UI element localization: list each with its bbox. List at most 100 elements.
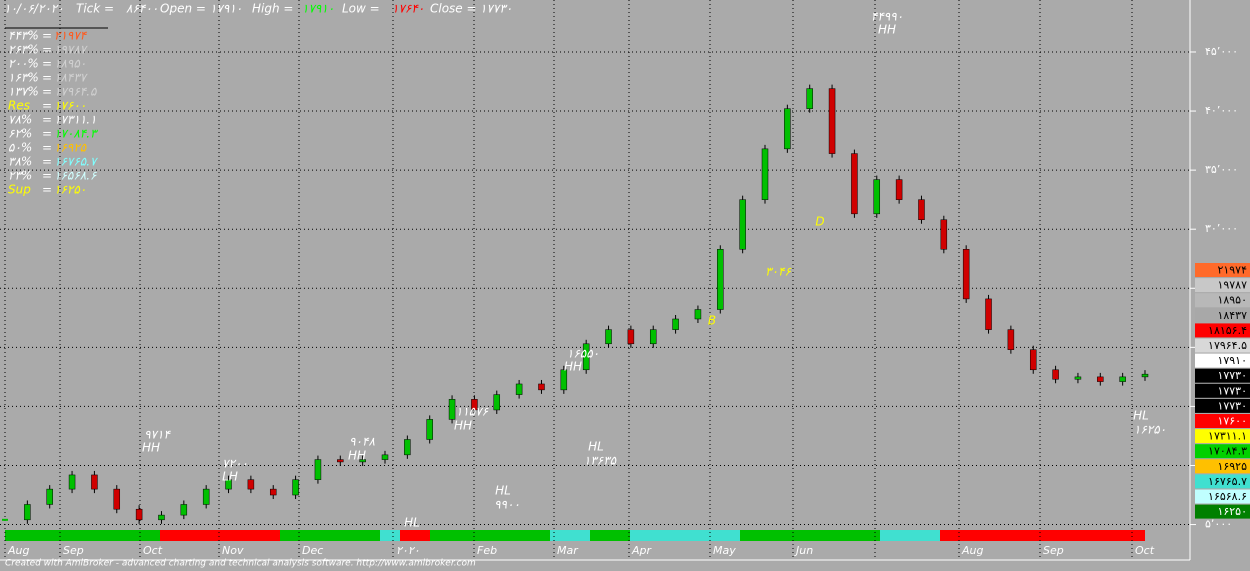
level-eq: = xyxy=(42,113,52,127)
price-box-label: ۱۶۲۵۰ xyxy=(1217,505,1247,518)
candle xyxy=(582,343,590,371)
candle xyxy=(515,383,523,395)
header-value: ۱۷۶۴۰ xyxy=(392,2,424,16)
candle xyxy=(24,504,31,521)
candle xyxy=(694,309,702,320)
candle xyxy=(1097,376,1104,382)
y-tick-label: ۴۰٬۰۰۰ xyxy=(1205,104,1238,117)
annotation: HH xyxy=(564,360,582,374)
price-box xyxy=(1195,489,1250,504)
annotation: LH xyxy=(222,470,238,484)
candle xyxy=(985,298,992,330)
annotation: B xyxy=(708,314,716,328)
candle xyxy=(113,488,121,510)
candle xyxy=(1074,376,1082,380)
annotation: ۹۹۰۰ xyxy=(494,498,520,512)
price-box xyxy=(1195,459,1250,474)
price-box-label: ۱۶۵۶۸.۶ xyxy=(1208,490,1247,503)
price-box-label: ۱۷۶۰۰ xyxy=(1217,415,1247,428)
level-label: ۵۰% xyxy=(8,141,32,155)
annotation: D xyxy=(815,215,824,229)
candle xyxy=(1141,373,1149,378)
header-label: Tick = xyxy=(76,2,114,16)
candle xyxy=(381,454,389,460)
y-tick-label: ۳۵٬۰۰۰ xyxy=(1205,163,1238,176)
x-tick-label: Aug xyxy=(7,544,29,557)
candle xyxy=(918,199,925,220)
y-tick-label: ۳۰٬۰۰۰ xyxy=(1205,222,1238,235)
annotation: ۳۰۴۶ xyxy=(765,265,791,279)
x-tick-label: Oct xyxy=(1135,544,1155,557)
price-box xyxy=(1195,293,1250,308)
level-label: ۶۲% xyxy=(8,127,32,141)
annotation: HH xyxy=(878,23,896,37)
annotation: ۱۶۲۵۰ xyxy=(1134,423,1166,437)
level-label: ۴۴۳% xyxy=(8,29,39,43)
level-eq: = xyxy=(42,169,52,183)
y-tick-label: ۵٬۰۰۰ xyxy=(1205,518,1232,531)
annotation: HL xyxy=(404,516,420,530)
candle xyxy=(717,249,724,310)
candle xyxy=(359,459,366,463)
price-box-label: ۱۷۷۳۰ xyxy=(1217,399,1247,412)
x-tick-label: Feb xyxy=(477,544,497,557)
candle xyxy=(247,479,255,490)
level-value: ۱۷۰۸۴.۳ xyxy=(54,127,99,141)
candle xyxy=(426,419,433,440)
candle xyxy=(404,439,411,456)
x-tick-label: Jun xyxy=(794,544,813,557)
annotation: ۱۳۶۳۵ xyxy=(584,454,617,468)
level-eq: = xyxy=(42,71,52,85)
footer: Created with AmiBroker - advanced charti… xyxy=(5,559,476,569)
price-box-label: ۲۱۹۷۴ xyxy=(1217,264,1247,277)
level-value: ۱۷۹۶۴.۵ xyxy=(54,85,97,99)
annotation: ۹۷۱۴ xyxy=(144,428,171,442)
header-value: ۱۷۹۱۰ xyxy=(210,2,242,16)
candle xyxy=(873,179,881,215)
level-eq: = xyxy=(42,85,52,99)
candle xyxy=(91,474,98,490)
price-box-label: ۱۶۷۶۵.۷ xyxy=(1208,475,1247,488)
price-box xyxy=(1195,444,1250,459)
candle xyxy=(225,479,232,490)
level-label: Res xyxy=(8,99,30,113)
level-value: ۱۹۷۸۷ xyxy=(54,43,88,57)
price-box-label: ۱۷۷۳۰ xyxy=(1217,369,1247,382)
candle xyxy=(761,148,769,200)
price-box xyxy=(1195,414,1250,428)
level-label: ۷۸% xyxy=(8,113,32,127)
x-tick-label: Dec xyxy=(302,544,323,557)
status-strip xyxy=(630,530,740,541)
candle xyxy=(851,153,858,215)
status-strip xyxy=(940,530,960,541)
level-eq: = xyxy=(42,127,52,141)
level-eq: = xyxy=(42,183,52,197)
candle xyxy=(158,514,165,521)
candle xyxy=(1029,349,1037,371)
candle xyxy=(68,474,76,490)
price-box-label: ۱۷۹۱۰ xyxy=(1217,354,1247,367)
x-tick-label: ۲۰۲۰ xyxy=(396,544,420,557)
price-box-label: ۱۷۳۱۱.۱ xyxy=(1208,430,1247,443)
x-tick-label: May xyxy=(713,544,736,557)
level-value: ۱۸۴۳۷ xyxy=(54,71,88,85)
annotation: ۴۴۹۹۰ xyxy=(871,10,903,24)
status-strip xyxy=(780,530,880,541)
annotation: ۱۱۵۷۶ xyxy=(456,405,489,419)
annotation: ۹۰۴۸ xyxy=(349,435,375,449)
price-box-label: ۱۸۱۵۶.۴ xyxy=(1208,324,1247,337)
price-box xyxy=(1195,383,1250,398)
candle xyxy=(895,179,903,200)
level-eq: = xyxy=(42,57,52,71)
candle xyxy=(337,459,344,463)
price-box-label: ۱۸۹۵۰ xyxy=(1217,294,1247,307)
annotation: HH xyxy=(142,441,160,455)
level-value: ۱۸۹۵۰ xyxy=(54,57,86,71)
candle xyxy=(672,318,679,330)
status-strip xyxy=(5,530,165,541)
status-strip xyxy=(280,530,380,541)
header-value: ۱۷۹۱۰ xyxy=(302,2,334,16)
header-label: Low = xyxy=(342,2,380,16)
annotation: ۱۶۵۵۰ xyxy=(567,347,599,361)
